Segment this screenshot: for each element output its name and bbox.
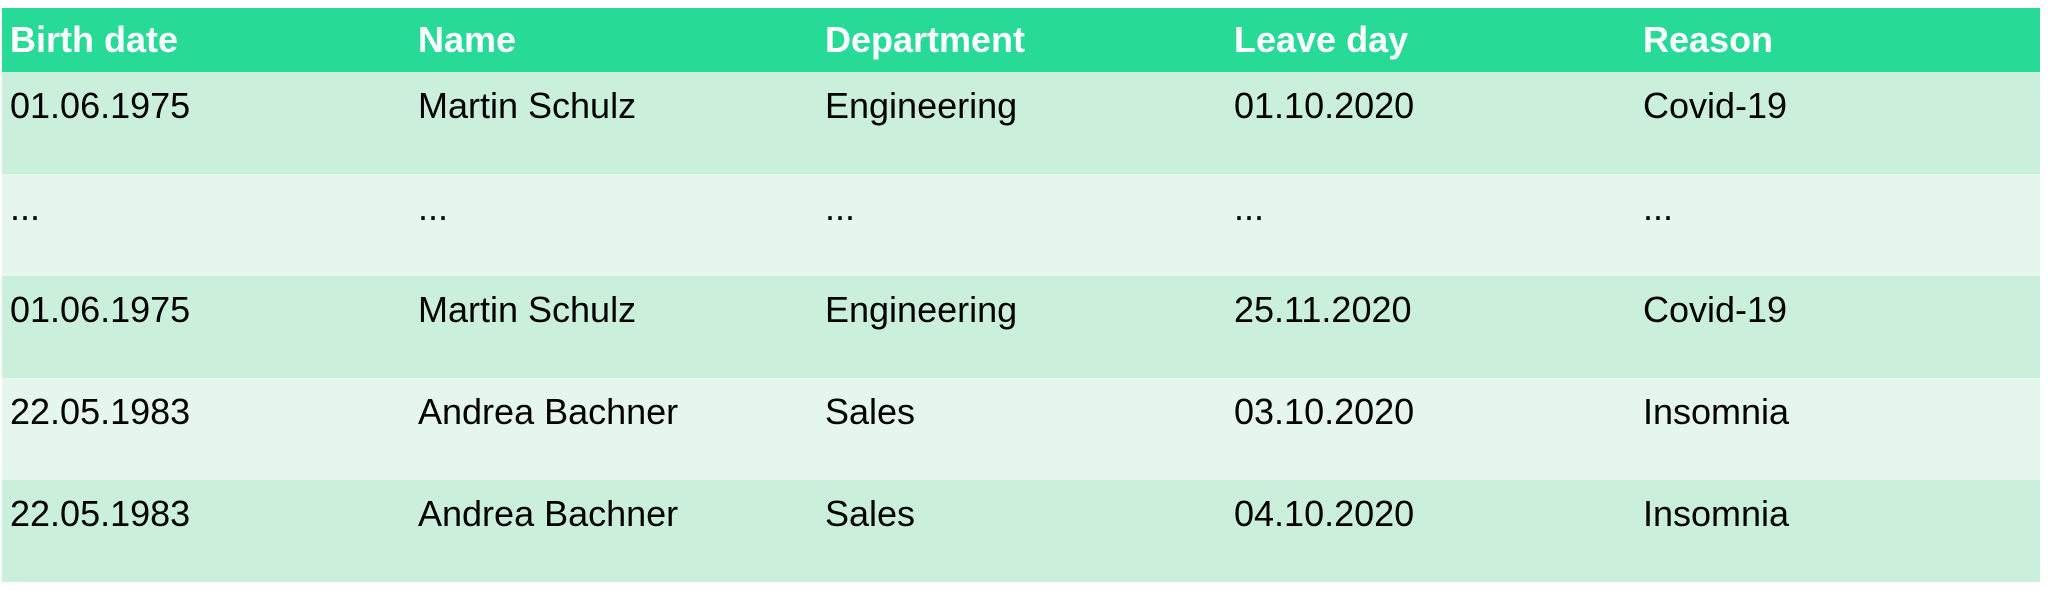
- cell-birth-date: 01.06.1975: [2, 276, 410, 378]
- table-row: 01.06.1975 Martin Schulz Engineering 25.…: [2, 276, 2040, 378]
- cell-leave-day: ...: [1226, 174, 1635, 276]
- table-row: 22.05.1983 Andrea Bachner Sales 04.10.20…: [2, 480, 2040, 582]
- header-reason: Reason: [1635, 8, 2040, 72]
- table-row: 22.05.1983 Andrea Bachner Sales 03.10.20…: [2, 378, 2040, 480]
- cell-birth-date: 22.05.1983: [2, 378, 410, 480]
- cell-leave-day: 25.11.2020: [1226, 276, 1635, 378]
- cell-reason: Insomnia: [1635, 480, 2040, 582]
- header-row: Birth date Name Department Leave day Rea…: [2, 8, 2040, 72]
- cell-reason: Covid-19: [1635, 72, 2040, 174]
- table-row: 01.06.1975 Martin Schulz Engineering 01.…: [2, 72, 2040, 174]
- cell-reason: Insomnia: [1635, 378, 2040, 480]
- cell-birth-date: 01.06.1975: [2, 72, 410, 174]
- cell-name: Martin Schulz: [410, 276, 817, 378]
- cell-department: Sales: [817, 480, 1226, 582]
- leave-table: Birth date Name Department Leave day Rea…: [2, 8, 2040, 582]
- cell-birth-date: 22.05.1983: [2, 480, 410, 582]
- header-name: Name: [410, 8, 817, 72]
- cell-reason: Covid-19: [1635, 276, 2040, 378]
- header-leave-day: Leave day: [1226, 8, 1635, 72]
- cell-leave-day: 01.10.2020: [1226, 72, 1635, 174]
- header-birth-date: Birth date: [2, 8, 410, 72]
- cell-department: ...: [817, 174, 1226, 276]
- table-row: ... ... ... ... ...: [2, 174, 2040, 276]
- cell-birth-date: ...: [2, 174, 410, 276]
- cell-department: Engineering: [817, 276, 1226, 378]
- cell-leave-day: 03.10.2020: [1226, 378, 1635, 480]
- cell-name: Martin Schulz: [410, 72, 817, 174]
- cell-name: Andrea Bachner: [410, 480, 817, 582]
- cell-name: ...: [410, 174, 817, 276]
- header-department: Department: [817, 8, 1226, 72]
- cell-reason: ...: [1635, 174, 2040, 276]
- cell-name: Andrea Bachner: [410, 378, 817, 480]
- cell-leave-day: 04.10.2020: [1226, 480, 1635, 582]
- cell-department: Engineering: [817, 72, 1226, 174]
- cell-department: Sales: [817, 378, 1226, 480]
